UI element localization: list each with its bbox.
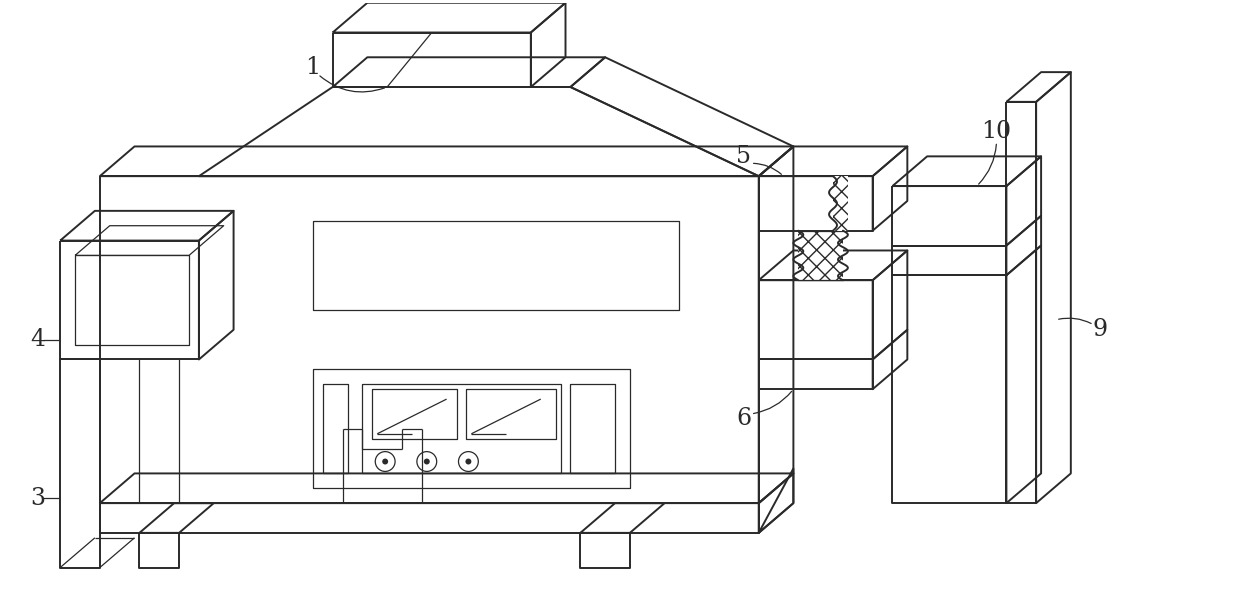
Polygon shape	[76, 226, 223, 255]
Polygon shape	[76, 255, 188, 345]
FancyArrowPatch shape	[320, 76, 384, 92]
Polygon shape	[1007, 216, 1042, 275]
Polygon shape	[466, 389, 556, 439]
FancyArrowPatch shape	[1059, 318, 1091, 324]
Polygon shape	[61, 359, 100, 567]
Polygon shape	[100, 146, 794, 176]
Polygon shape	[759, 280, 873, 359]
Polygon shape	[1007, 246, 1042, 503]
Polygon shape	[873, 250, 908, 359]
Text: 9: 9	[1092, 318, 1109, 341]
Polygon shape	[100, 503, 759, 533]
Polygon shape	[759, 359, 873, 389]
Polygon shape	[580, 503, 665, 533]
FancyArrowPatch shape	[754, 391, 791, 413]
Polygon shape	[61, 241, 198, 359]
Bar	[833, 176, 848, 231]
Polygon shape	[362, 384, 560, 474]
Polygon shape	[873, 330, 908, 389]
FancyArrowPatch shape	[754, 163, 781, 174]
Polygon shape	[1037, 72, 1071, 503]
Polygon shape	[893, 275, 1007, 503]
Polygon shape	[332, 33, 531, 87]
Polygon shape	[312, 221, 680, 310]
Text: 6: 6	[737, 407, 751, 430]
Polygon shape	[372, 389, 456, 439]
Polygon shape	[531, 3, 565, 87]
Polygon shape	[759, 146, 908, 176]
Polygon shape	[332, 3, 565, 33]
Text: 10: 10	[981, 120, 1012, 143]
Polygon shape	[580, 533, 630, 567]
Polygon shape	[570, 384, 615, 474]
Polygon shape	[759, 468, 794, 533]
Polygon shape	[873, 146, 908, 231]
Polygon shape	[312, 370, 630, 488]
Polygon shape	[1007, 156, 1042, 246]
Polygon shape	[61, 211, 233, 241]
Polygon shape	[198, 211, 233, 359]
Polygon shape	[893, 246, 1007, 275]
Circle shape	[382, 459, 388, 465]
Text: 1: 1	[305, 56, 320, 79]
Polygon shape	[1007, 102, 1037, 503]
Polygon shape	[759, 250, 908, 280]
Circle shape	[424, 459, 430, 465]
Polygon shape	[100, 176, 759, 503]
Bar	[799, 231, 843, 280]
Polygon shape	[322, 384, 347, 474]
Polygon shape	[332, 57, 605, 87]
Text: 5: 5	[737, 145, 751, 168]
Polygon shape	[100, 474, 794, 503]
Polygon shape	[759, 176, 873, 231]
Polygon shape	[139, 503, 213, 533]
Polygon shape	[1007, 72, 1071, 102]
FancyArrowPatch shape	[978, 144, 997, 184]
Polygon shape	[893, 156, 1042, 186]
Text: 4: 4	[30, 328, 45, 351]
Polygon shape	[139, 533, 179, 567]
Polygon shape	[198, 87, 759, 176]
Polygon shape	[893, 186, 1007, 246]
Polygon shape	[759, 146, 794, 503]
Polygon shape	[759, 474, 794, 533]
Circle shape	[465, 459, 471, 465]
Polygon shape	[570, 57, 794, 176]
Text: 3: 3	[30, 486, 45, 509]
